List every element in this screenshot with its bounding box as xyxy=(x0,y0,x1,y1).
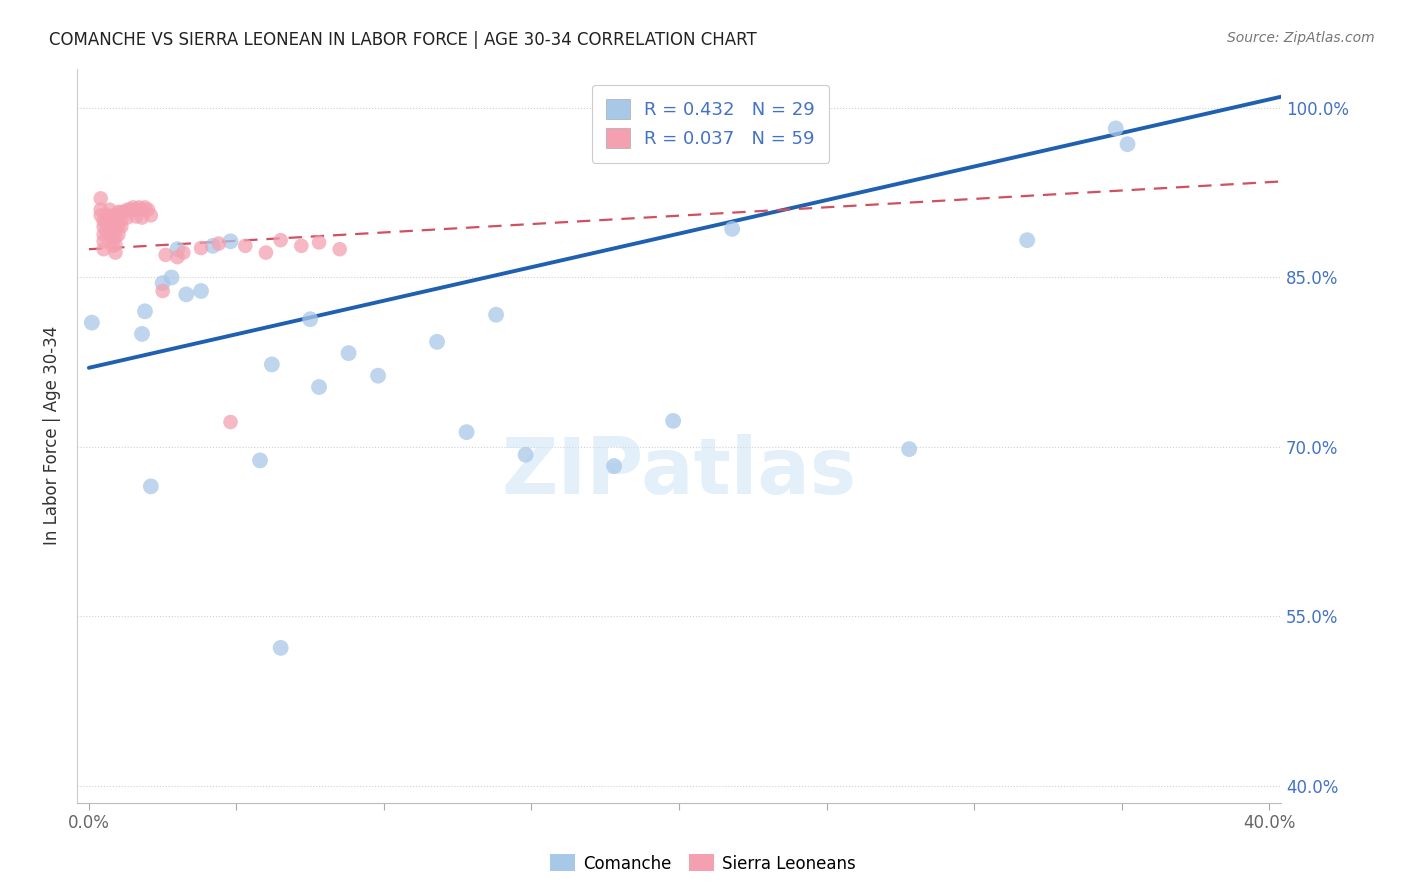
Point xyxy=(367,368,389,383)
Point xyxy=(96,208,118,222)
Point xyxy=(249,453,271,467)
Point xyxy=(219,415,242,429)
Point xyxy=(117,211,139,225)
Point xyxy=(308,380,330,394)
Text: Source: ZipAtlas.com: Source: ZipAtlas.com xyxy=(1227,31,1375,45)
Point xyxy=(290,239,312,253)
Point xyxy=(90,208,112,222)
Point xyxy=(337,346,360,360)
Point xyxy=(120,202,142,217)
Point xyxy=(201,239,224,253)
Point xyxy=(101,208,124,222)
Point xyxy=(128,201,150,215)
Point xyxy=(329,242,352,256)
Point xyxy=(152,276,174,290)
Text: COMANCHE VS SIERRA LEONEAN IN LABOR FORCE | AGE 30-34 CORRELATION CHART: COMANCHE VS SIERRA LEONEAN IN LABOR FORC… xyxy=(49,31,756,49)
Point xyxy=(98,202,121,217)
Point xyxy=(155,248,177,262)
Point xyxy=(93,242,115,256)
Point xyxy=(308,235,330,250)
Point xyxy=(270,233,292,247)
Point xyxy=(125,202,148,217)
Point xyxy=(1105,121,1128,136)
Point xyxy=(603,458,626,473)
Point xyxy=(104,245,127,260)
Point xyxy=(101,231,124,245)
Point xyxy=(125,210,148,224)
Point xyxy=(93,214,115,228)
Point xyxy=(96,225,118,239)
Point xyxy=(134,201,156,215)
Point xyxy=(190,241,212,255)
Point xyxy=(110,205,132,219)
Point xyxy=(426,334,449,349)
Point xyxy=(131,211,153,225)
Text: ZIPatlas: ZIPatlas xyxy=(502,434,856,510)
Legend: Comanche, Sierra Leoneans: Comanche, Sierra Leoneans xyxy=(544,847,862,880)
Point xyxy=(662,414,685,428)
Point xyxy=(136,202,159,217)
Point xyxy=(160,270,183,285)
Point xyxy=(117,202,139,217)
Point xyxy=(90,202,112,217)
Point xyxy=(131,202,153,217)
Point xyxy=(107,205,129,219)
Point xyxy=(456,425,478,439)
Point xyxy=(166,250,188,264)
Point xyxy=(1116,137,1139,152)
Point xyxy=(1017,233,1039,247)
Point xyxy=(104,208,127,222)
Point xyxy=(107,212,129,227)
Point xyxy=(98,227,121,242)
Point xyxy=(101,223,124,237)
Point xyxy=(254,245,277,260)
Point xyxy=(101,239,124,253)
Point xyxy=(139,208,162,222)
Point xyxy=(104,229,127,244)
Point xyxy=(898,442,921,456)
Point xyxy=(101,216,124,230)
Point xyxy=(139,479,162,493)
Legend: R = 0.432   N = 29, R = 0.037   N = 59: R = 0.432 N = 29, R = 0.037 N = 59 xyxy=(592,85,830,162)
Point xyxy=(122,201,145,215)
Point xyxy=(110,219,132,234)
Point xyxy=(98,211,121,225)
Point xyxy=(104,214,127,228)
Point xyxy=(260,358,283,372)
Point xyxy=(104,222,127,236)
Point xyxy=(270,640,292,655)
Point xyxy=(190,284,212,298)
Point xyxy=(174,287,197,301)
Point xyxy=(166,242,188,256)
Point xyxy=(152,284,174,298)
Point xyxy=(110,212,132,227)
Point xyxy=(107,227,129,242)
Point xyxy=(172,245,194,260)
Point xyxy=(721,222,744,236)
Point xyxy=(233,239,256,253)
Point xyxy=(93,219,115,234)
Point xyxy=(107,219,129,234)
Point xyxy=(134,304,156,318)
Point xyxy=(485,308,508,322)
Point xyxy=(219,235,242,249)
Point xyxy=(80,316,103,330)
Point xyxy=(93,235,115,249)
Y-axis label: In Labor Force | Age 30-34: In Labor Force | Age 30-34 xyxy=(44,326,60,545)
Point xyxy=(104,237,127,252)
Point xyxy=(299,312,322,326)
Point xyxy=(208,236,231,251)
Point xyxy=(98,219,121,234)
Point xyxy=(112,205,135,219)
Point xyxy=(96,216,118,230)
Point xyxy=(90,191,112,205)
Point xyxy=(131,326,153,341)
Point xyxy=(515,448,537,462)
Point xyxy=(93,227,115,242)
